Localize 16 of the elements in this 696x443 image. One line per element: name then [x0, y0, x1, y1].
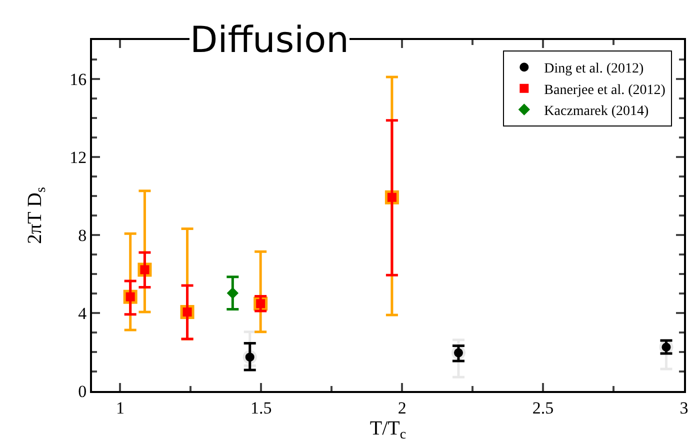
chart-title: Diffusion [190, 20, 349, 61]
y-tick-label: 16 [70, 70, 87, 89]
y-tick-label: 12 [70, 148, 87, 167]
legend-label: Ding et al. (2012) [544, 62, 644, 77]
legend-label: Banerjee et al. (2012) [544, 82, 666, 98]
y-tick-label: 4 [78, 304, 88, 323]
x-tick-label: 3 [680, 398, 688, 418]
point [226, 287, 239, 299]
x-axis-title: T/T$_{c}$ [370, 417, 406, 443]
y-tick-label: 0 [78, 382, 87, 401]
x-tick-label: 1 [116, 398, 124, 418]
x-tick-label: 1.5 [250, 398, 272, 418]
x-tick-label: 2 [398, 398, 406, 418]
y-tick-label: 8 [78, 226, 87, 245]
x-tick-label: 2.5 [532, 398, 554, 418]
legend-label: Kaczmarek (2014) [544, 104, 650, 119]
